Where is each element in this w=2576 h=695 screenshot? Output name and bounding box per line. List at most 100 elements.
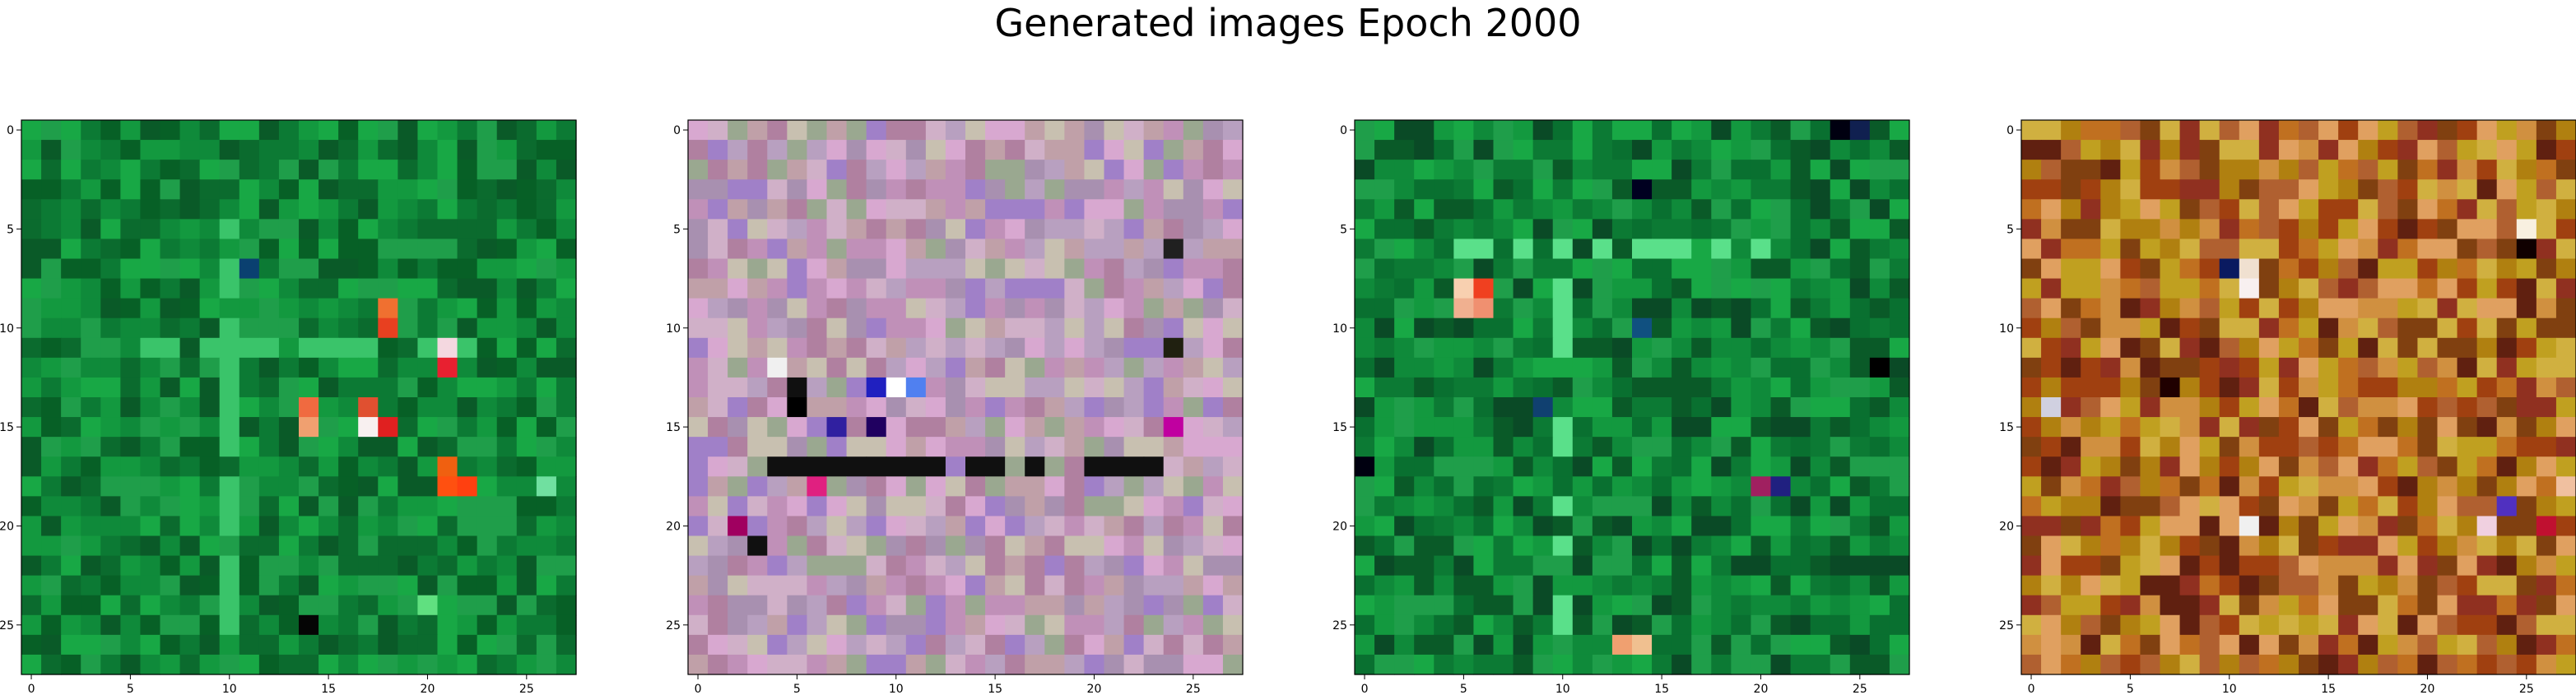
heatmap-cell xyxy=(1222,476,1244,497)
heatmap-cell xyxy=(1889,357,1910,378)
heatmap-cell xyxy=(1143,258,1165,280)
heatmap-cell xyxy=(2536,437,2557,457)
heatmap-cell xyxy=(1830,317,1851,339)
heatmap-cell xyxy=(1572,278,1593,299)
heatmap-cell xyxy=(1025,160,1045,180)
heatmap-cell xyxy=(1731,516,1752,537)
heatmap-cell xyxy=(1084,160,1105,180)
heatmap-cell xyxy=(100,654,121,675)
heatmap-cell xyxy=(925,535,946,557)
heatmap-cell xyxy=(1414,179,1434,200)
heatmap-cell xyxy=(2516,140,2537,160)
y-tick-label: 20 xyxy=(1332,520,1347,533)
heatmap-cell xyxy=(1751,278,1772,299)
heatmap-cell xyxy=(1414,278,1434,299)
heatmap-cell xyxy=(1453,219,1475,240)
heatmap-cell xyxy=(1552,357,1574,378)
heatmap-cell xyxy=(258,160,280,180)
heatmap-cell xyxy=(2457,614,2478,636)
heatmap-cell xyxy=(945,575,966,596)
heatmap-cell xyxy=(1123,160,1145,180)
heatmap-cell xyxy=(1374,298,1395,319)
heatmap-cell xyxy=(807,535,828,557)
heatmap-cell xyxy=(417,160,439,180)
heatmap-cell xyxy=(708,239,728,260)
heatmap-cell xyxy=(378,476,398,497)
heatmap-cell xyxy=(2397,377,2419,398)
heatmap-cell xyxy=(437,199,458,220)
heatmap-cell xyxy=(477,476,498,497)
heatmap-cell xyxy=(2081,456,2101,477)
heatmap-cell xyxy=(1473,160,1495,180)
heatmap-cell xyxy=(179,575,201,596)
heatmap-cell xyxy=(1691,258,1712,280)
heatmap-cell xyxy=(767,258,788,280)
heatmap-cell xyxy=(239,516,260,537)
heatmap-cell xyxy=(708,357,728,378)
heatmap-cell xyxy=(866,496,887,517)
heatmap-cell xyxy=(457,140,478,160)
heatmap-cell xyxy=(398,317,419,339)
heatmap-cell xyxy=(2555,239,2576,260)
heatmap-cell xyxy=(2555,357,2576,378)
heatmap-cell xyxy=(2397,397,2419,418)
heatmap-cell xyxy=(2100,298,2121,319)
heatmap-cell xyxy=(1394,555,1415,577)
heatmap-cell xyxy=(728,357,748,378)
heatmap-cell xyxy=(925,634,946,656)
heatmap-cell xyxy=(536,278,557,299)
heatmap-cell xyxy=(1592,298,1613,319)
heatmap-cell xyxy=(1394,317,1415,339)
heatmap-cell xyxy=(1770,476,1792,497)
heatmap-cell xyxy=(1849,199,1871,220)
heatmap-cell xyxy=(219,456,240,477)
heatmap-cell xyxy=(2278,417,2299,438)
heatmap-cell xyxy=(1652,219,1672,240)
heatmap-cell xyxy=(2041,437,2062,457)
heatmap-cell xyxy=(1143,496,1165,517)
heatmap-cell xyxy=(140,595,161,616)
heatmap-cell xyxy=(1869,337,1890,359)
heatmap-cell xyxy=(1572,199,1593,220)
heatmap-cell xyxy=(358,456,379,477)
heatmap-cell xyxy=(1889,456,1910,477)
heatmap-cell xyxy=(258,317,280,339)
heatmap-cell xyxy=(747,219,768,240)
heatmap-cell xyxy=(2358,496,2378,517)
heatmap-cell xyxy=(2239,278,2260,299)
heatmap-cell xyxy=(1652,614,1672,636)
heatmap-cell xyxy=(100,199,121,220)
heatmap-cell xyxy=(41,219,62,240)
heatmap-cell xyxy=(199,476,221,497)
heatmap-cell xyxy=(1731,377,1752,398)
heatmap-cell xyxy=(1025,357,1045,378)
heatmap-cell xyxy=(1064,397,1086,418)
heatmap-cell xyxy=(945,337,966,359)
heatmap-cell xyxy=(1183,634,1204,656)
heatmap-cell xyxy=(199,160,221,180)
heatmap-cell xyxy=(477,397,498,418)
heatmap-cell xyxy=(61,654,81,675)
heatmap-cell xyxy=(2437,337,2458,359)
heatmap-cell xyxy=(160,417,181,438)
heatmap-cell xyxy=(2397,317,2419,339)
heatmap-cell xyxy=(1552,614,1574,636)
heatmap-cell xyxy=(1084,496,1105,517)
heatmap-cell xyxy=(1005,654,1025,675)
heatmap-cell xyxy=(2278,456,2299,477)
heatmap-cell xyxy=(807,199,828,220)
heatmap-cell xyxy=(787,535,808,557)
heatmap-cell xyxy=(120,595,142,616)
heatmap-cell xyxy=(1473,317,1495,339)
heatmap-cell xyxy=(219,219,240,240)
heatmap-cell xyxy=(866,179,887,200)
heatmap-cell xyxy=(378,595,398,616)
heatmap-cell xyxy=(299,219,319,240)
heatmap-cell xyxy=(1731,555,1752,577)
heatmap-cell xyxy=(41,595,62,616)
heatmap-cell xyxy=(1869,397,1890,418)
heatmap-cell xyxy=(1810,278,1831,299)
heatmap-cell xyxy=(299,377,319,398)
heatmap-cell xyxy=(2338,140,2359,160)
heatmap-cell xyxy=(2219,317,2240,339)
